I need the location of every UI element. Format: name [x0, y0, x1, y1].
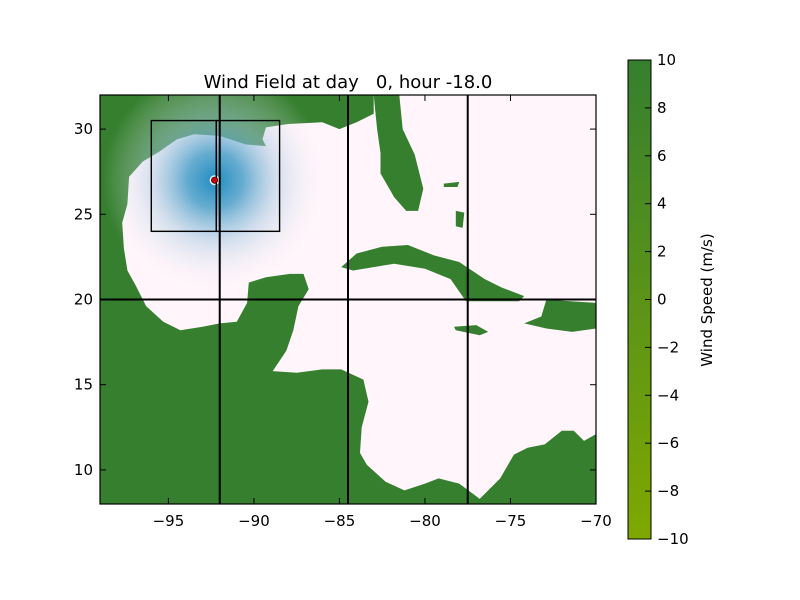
x-tick-label: −85	[324, 512, 356, 530]
colorbar-ticks: 10 8 6 4 2 0 −2 −4 −6 −8 −10	[645, 51, 689, 548]
y-axis: 10 15 20 25 30	[74, 120, 596, 479]
land-andros	[455, 210, 465, 228]
plot-area	[100, 95, 596, 504]
x-tick-label: −95	[153, 512, 185, 530]
inner-boxes	[150, 119, 281, 233]
y-tick-label: 10	[74, 461, 93, 479]
y-tick-label: 15	[74, 376, 93, 394]
y-tick-label: 30	[74, 120, 93, 138]
colorbar-tick-label: −6	[657, 434, 679, 452]
colorbar-tick-label: 4	[657, 195, 667, 213]
y-tick-label: 20	[74, 291, 93, 309]
x-axis: −95 −90 −85 −80 −75 −70	[153, 95, 612, 530]
colorbar-tick-label: −2	[657, 338, 679, 356]
x-tick-label: −80	[409, 512, 441, 530]
colorbar-tick-label: 0	[657, 291, 667, 309]
land-us-gulf-coast	[100, 95, 596, 504]
land-hispaniola	[524, 299, 596, 332]
colorbar-tick-label: 10	[657, 51, 676, 69]
land-jamaica	[454, 325, 489, 336]
colorbar-tick-label: 2	[657, 243, 667, 261]
land-cuba	[341, 245, 525, 302]
colorbar-label: Wind Speed (m/s)	[698, 233, 716, 366]
subdomain-box	[215, 119, 281, 233]
colorbar-tick-label: −4	[657, 386, 679, 404]
colorbar-tick-label: −8	[657, 482, 679, 500]
colorbar-tick-label: 8	[657, 99, 667, 117]
x-tick-label: −70	[580, 512, 612, 530]
y-tick-label: 25	[74, 205, 93, 223]
colorbar: 10 8 6 4 2 0 −2 −4 −6 −8 −10 Wind Speed (m/s)	[627, 51, 716, 548]
land-florida	[373, 95, 424, 211]
x-tick-label: −90	[238, 512, 270, 530]
x-tick-label: −75	[495, 512, 527, 530]
wind-field-gradient	[102, 95, 327, 293]
chart-title: Wind Field at day 0, hour -18.0	[204, 72, 493, 93]
storm-center-marker	[211, 176, 219, 184]
colorbar-tick-label: 6	[657, 147, 667, 165]
land-layer	[100, 95, 596, 504]
land-grand-bahama	[443, 181, 460, 187]
grid-lines	[100, 95, 596, 504]
colorbar-tick-label: −10	[657, 530, 689, 548]
